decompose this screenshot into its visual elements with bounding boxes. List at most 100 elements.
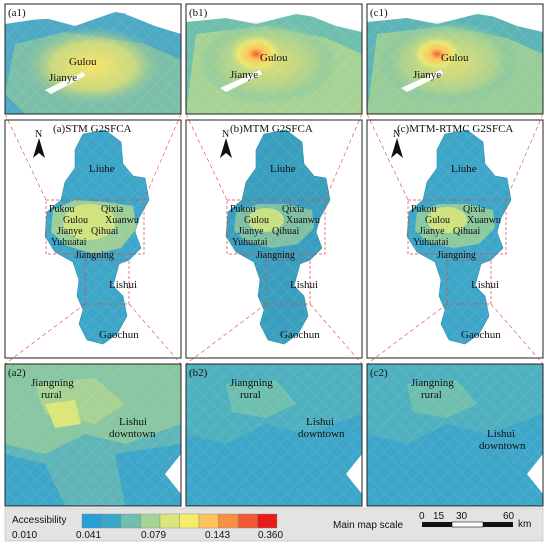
- place-gulou-b1: Gulou: [260, 52, 288, 64]
- legend-bar: Accessibility 0.010 0.041 0.079 0.143 0.…: [4, 507, 544, 542]
- place-jianye-a1: Jianye: [49, 72, 77, 84]
- district-gaochun-b: Gaochun: [280, 329, 320, 341]
- panel-c-title: (c)MTM-RTMC G2SFCA: [397, 123, 513, 135]
- district-lishui-b: Lishui: [290, 279, 318, 291]
- district-gulou-a: Gulou: [63, 215, 88, 226]
- district-xuanwu-c: Xuanwu: [467, 215, 501, 226]
- district-gulou-b: Gulou: [244, 215, 269, 226]
- panel-b: (b)MTM G2SFCA N Liuhe Pukou Qixia Gulou …: [185, 119, 363, 359]
- district-lishui-c: Lishui: [471, 279, 499, 291]
- district-qixia-c: Qixia: [463, 204, 486, 215]
- district-pukou-c: Pukou: [411, 204, 437, 215]
- district-yuhuatai-c: Yuhuatai: [413, 237, 449, 248]
- legend-swatches: [81, 513, 278, 529]
- district-jianye-c: Jianye: [419, 226, 445, 237]
- district-xuanwu-a: Xuanwu: [105, 215, 139, 226]
- place-jianye-b1: Jianye: [230, 69, 258, 81]
- north-arrow-icon: N: [220, 129, 232, 158]
- legend-swatch-5: [179, 513, 200, 529]
- place-lishui-c2: Lishui: [487, 428, 515, 440]
- panel-c1-tag: (c1): [370, 7, 388, 19]
- legend-swatch-4: [159, 513, 180, 529]
- district-gaochun-c: Gaochun: [461, 329, 501, 341]
- place-jianye-c1: Jianye: [413, 69, 441, 81]
- top-row: (a1) Gulou Jianye (b1) Gulou Jianye: [4, 3, 544, 115]
- legend-swatch-8: [237, 513, 258, 529]
- scale-bar: [422, 521, 513, 528]
- district-pukou-b: Pukou: [230, 204, 256, 215]
- panel-c: (c)MTM-RTMC G2SFCA N Liuhe Pukou Qixia G…: [366, 119, 544, 359]
- panel-b1: (b1) Gulou Jianye: [185, 3, 363, 115]
- panel-b-title: (b)MTM G2SFCA: [230, 123, 313, 135]
- panel-b2-tag: (b2): [189, 367, 208, 379]
- panel-a2-tag: (a2): [8, 367, 26, 379]
- panel-c2-tag: (c2): [370, 367, 388, 379]
- legend-swatch-0: [81, 513, 102, 529]
- scale-tick-1: 15: [433, 511, 445, 522]
- north-arrow-icon: N: [33, 129, 45, 158]
- district-gaochun-a: Gaochun: [99, 329, 139, 341]
- place-rural-b2: rural: [240, 389, 261, 401]
- district-jiangning-c: Jiangning: [437, 250, 476, 261]
- panel-a1-tag: (a1): [8, 7, 26, 19]
- panel-a-title: (a)STM G2SFCA: [53, 123, 132, 135]
- district-qixia-a: Qixia: [101, 204, 124, 215]
- svg-text:N: N: [222, 129, 229, 140]
- legend-swatch-1: [101, 513, 122, 529]
- scale-tick-2: 30: [456, 511, 468, 522]
- place-lishui-a2: Lishui: [119, 416, 147, 428]
- district-gulou-c: Gulou: [425, 215, 450, 226]
- scale-unit: km: [518, 519, 531, 530]
- legend-tick-2: 0.079: [141, 530, 166, 541]
- legend-tick-4: 0.360: [258, 530, 283, 541]
- district-liuhe-c: Liuhe: [451, 163, 477, 175]
- district-jianye-b: Jianye: [238, 226, 264, 237]
- svg-text:N: N: [393, 129, 400, 140]
- legend-swatch-9: [257, 513, 278, 529]
- district-xuanwu-b: Xuanwu: [286, 215, 320, 226]
- place-rural-a2: rural: [41, 389, 62, 401]
- place-downtown-b2: downtown: [298, 428, 345, 440]
- place-jiangning-b2: Jiangning: [230, 377, 273, 389]
- legend-swatch-3: [140, 513, 161, 529]
- legend-tick-3: 0.143: [205, 530, 230, 541]
- legend-swatch-6: [198, 513, 219, 529]
- district-qihuai-a: Qihuai: [91, 226, 118, 237]
- panel-a1: (a1) Gulou Jianye: [4, 3, 182, 115]
- district-jianye-a: Jianye: [57, 226, 83, 237]
- north-arrow-icon: N: [391, 129, 403, 158]
- district-liuhe-a: Liuhe: [89, 163, 115, 175]
- district-yuhuatai-a: Yuhuatai: [51, 237, 87, 248]
- panel-a2: (a2) Jiangning rural Lishui downtown: [4, 363, 182, 507]
- panel-b2: (b2) Jiangning rural Lishui downtown: [185, 363, 363, 507]
- place-gulou-a1: Gulou: [69, 56, 97, 68]
- zoom-connectors: [4, 113, 544, 365]
- place-downtown-a2: downtown: [109, 428, 156, 440]
- district-jiangning-b: Jiangning: [256, 250, 295, 261]
- place-jiangning-c2: Jiangning: [411, 377, 454, 389]
- legend-tick-1: 0.041: [76, 530, 101, 541]
- bottom-row: (a2) Jiangning rural Lishui downtown (b2…: [4, 363, 544, 507]
- legend-swatch-7: [218, 513, 239, 529]
- district-yuhuatai-b: Yuhuatai: [232, 237, 268, 248]
- panel-a: (a)STM G2SFCA N Liuhe Pukou Qixia Gulou …: [4, 119, 182, 359]
- legend-tick-0: 0.010: [12, 530, 37, 541]
- district-qihuai-b: Qihuai: [272, 226, 299, 237]
- district-qixia-b: Qixia: [282, 204, 305, 215]
- district-lishui-a: Lishui: [109, 279, 137, 291]
- place-gulou-c1: Gulou: [441, 52, 469, 64]
- legend-title: Accessibility: [12, 515, 66, 526]
- district-liuhe-b: Liuhe: [270, 163, 296, 175]
- place-downtown-c2: downtown: [479, 440, 526, 452]
- scale-bar-label: Main map scale: [333, 520, 403, 531]
- place-jiangning-a2: Jiangning: [31, 377, 74, 389]
- district-pukou-a: Pukou: [49, 204, 75, 215]
- scale-tick-0: 0: [419, 511, 425, 522]
- place-rural-c2: rural: [421, 389, 442, 401]
- svg-text:N: N: [35, 129, 42, 140]
- place-lishui-b2: Lishui: [306, 416, 334, 428]
- scale-tick-3: 60: [503, 511, 515, 522]
- middle-row: (a)STM G2SFCA N Liuhe Pukou Qixia Gulou …: [4, 119, 544, 359]
- legend-swatch-2: [120, 513, 141, 529]
